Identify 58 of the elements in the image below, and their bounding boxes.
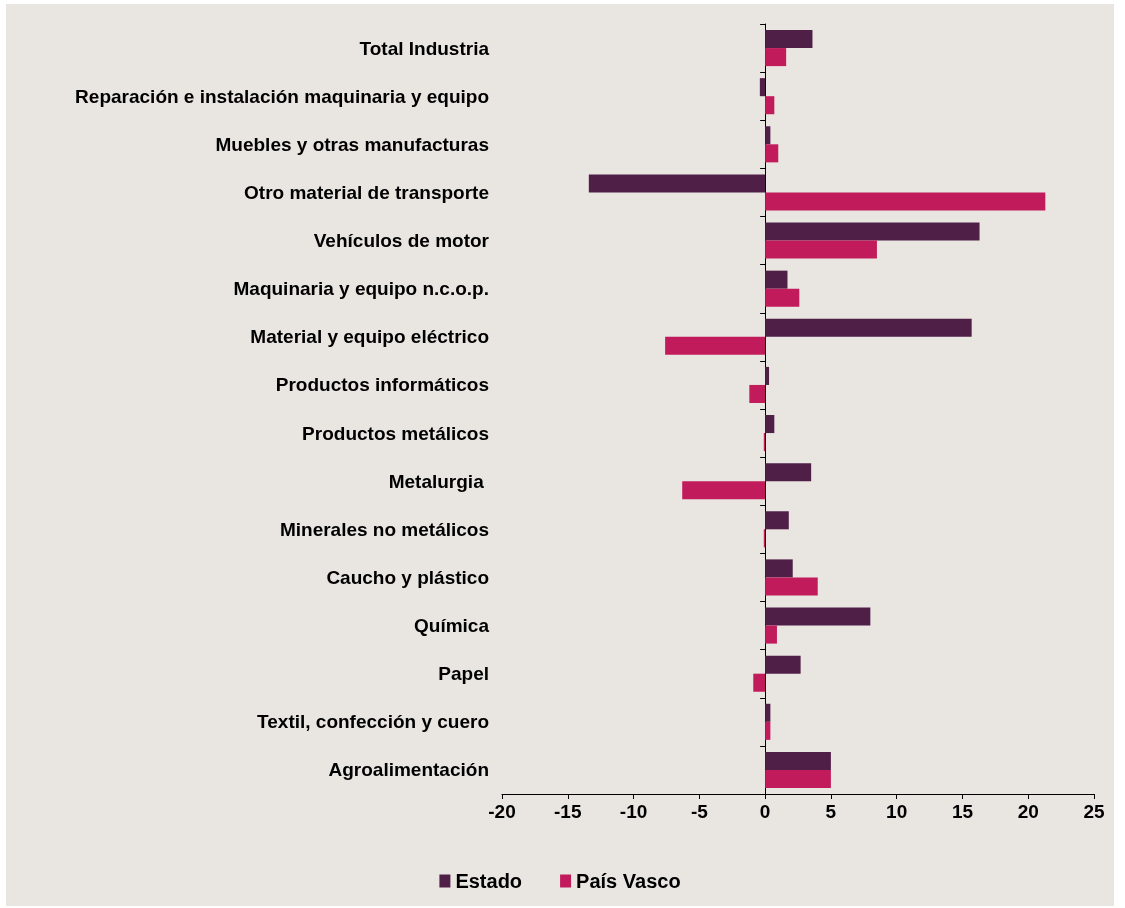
bar — [588, 174, 766, 193]
bar — [682, 481, 766, 500]
y-tick-label: Muebles y otras manufacturas — [215, 133, 489, 155]
y-tick-label: Minerales no metálicos — [279, 518, 489, 540]
y-tick-label: Textil, confección y cuero — [257, 711, 489, 733]
bar — [765, 270, 788, 289]
x-tick-label: 5 — [825, 801, 837, 822]
bar — [765, 30, 813, 49]
x-tick-label: 0 — [759, 801, 771, 822]
y-tick-label: Reparación e instalación maquinaria y equipo — [75, 85, 489, 107]
bar — [765, 366, 770, 385]
bar — [749, 384, 766, 403]
bar — [765, 415, 775, 434]
y-tick-label: Metalurgia — [388, 470, 489, 492]
y-tick-label: Vehículos de motor — [313, 230, 490, 252]
bar — [765, 703, 771, 722]
y-tick-label: Total Industria — [359, 37, 490, 59]
bar — [765, 769, 831, 788]
bar — [765, 240, 877, 259]
y-tick-label: Agroalimentación — [328, 759, 489, 781]
y-tick-label: Caucho y plástico — [326, 566, 489, 588]
bar — [765, 655, 801, 674]
bar — [765, 559, 793, 578]
y-tick-label: Otro material de transporte — [244, 181, 489, 203]
bar — [765, 318, 972, 337]
bar — [765, 625, 777, 644]
x-tick-label: 10 — [886, 801, 908, 822]
x-tick-label: -15 — [554, 801, 582, 822]
legend-label: País Vasco — [576, 870, 681, 892]
x-tick-label: -5 — [690, 801, 709, 822]
bar — [765, 126, 771, 145]
y-tick-label: Maquinaria y equipo n.c.o.p. — [233, 278, 489, 300]
bar — [765, 721, 771, 740]
x-tick-label: 20 — [1017, 801, 1039, 822]
y-tick-label: Papel — [438, 663, 489, 685]
bar — [765, 288, 800, 307]
y-tick-label: Productos informáticos — [275, 374, 489, 396]
bar — [753, 673, 766, 692]
bar — [765, 511, 789, 530]
x-tick-label: 25 — [1083, 801, 1105, 822]
y-tick-label: Material y equipo eléctrico — [250, 326, 489, 348]
bar — [765, 96, 775, 115]
bar — [765, 192, 1046, 211]
bar — [765, 144, 779, 163]
y-tick-label: Química — [414, 615, 490, 637]
x-tick-label: 15 — [951, 801, 974, 822]
bar — [765, 577, 818, 596]
x-tick-label: -10 — [619, 801, 648, 822]
bar — [765, 751, 831, 770]
bar — [765, 48, 787, 67]
bar — [765, 222, 980, 241]
bar — [765, 463, 812, 482]
legend-label: Estado — [455, 870, 523, 892]
bar — [765, 607, 871, 626]
y-tick-label: Productos metálicos — [302, 422, 489, 444]
bar — [665, 336, 766, 355]
x-tick-label: -20 — [488, 801, 516, 822]
bar — [759, 78, 766, 97]
